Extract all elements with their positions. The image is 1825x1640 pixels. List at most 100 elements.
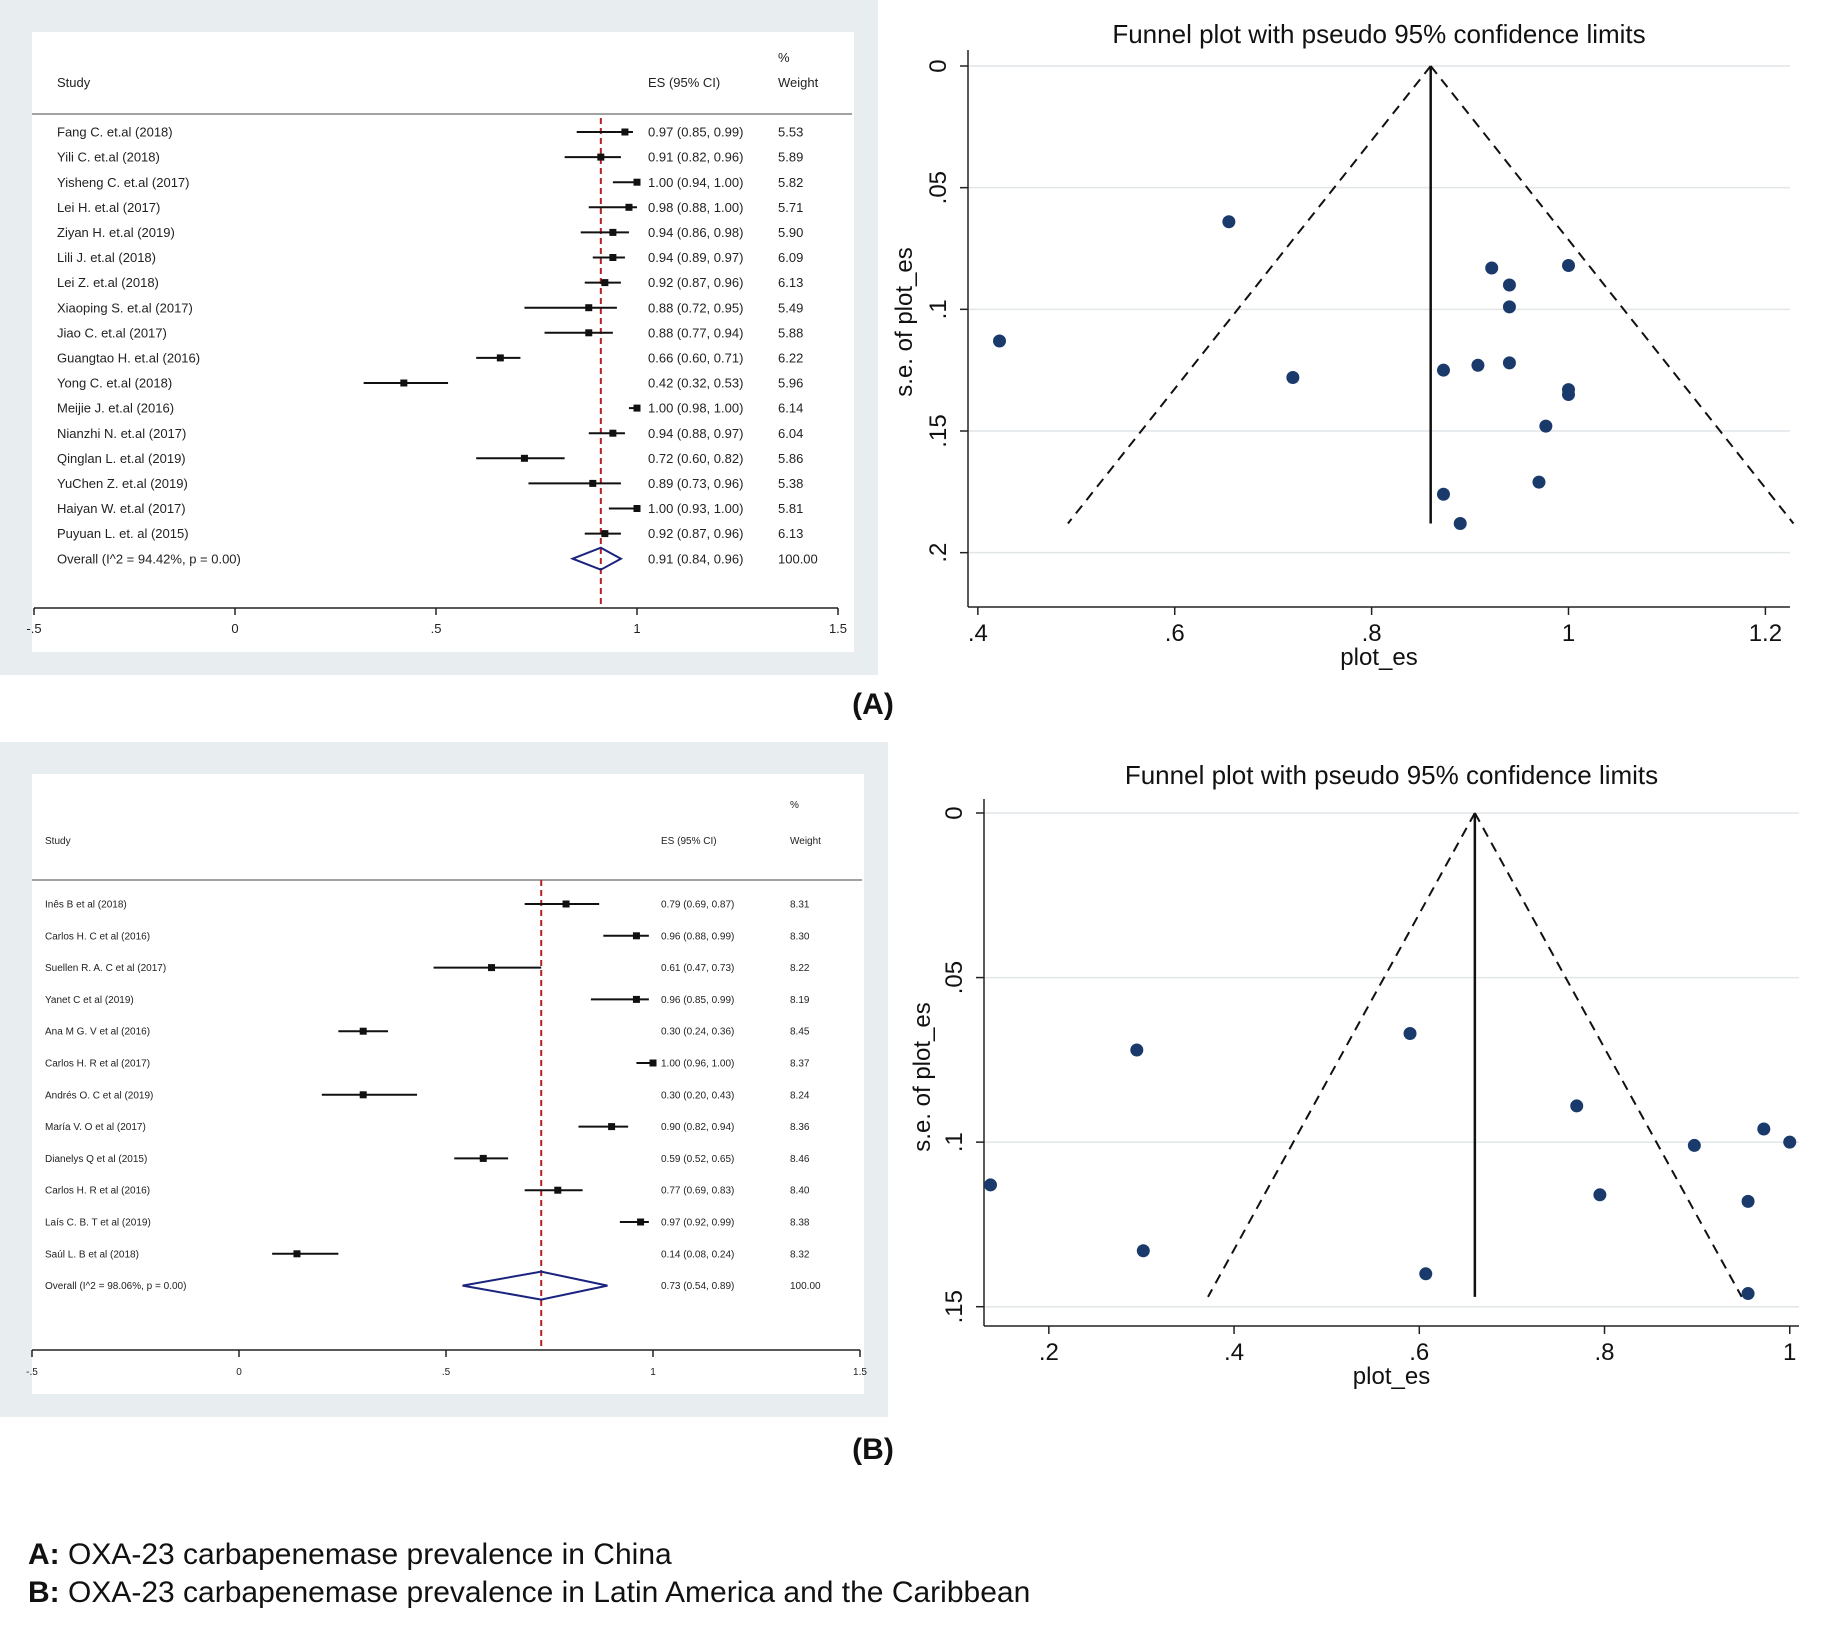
- x-axis-title: plot_es: [1353, 1363, 1430, 1390]
- x-tick-label: 1.2: [1749, 620, 1782, 647]
- y-tick-label: .15: [925, 414, 952, 447]
- y-tick-label: .1: [941, 1132, 968, 1152]
- study-point: [1436, 363, 1450, 377]
- x-tick-label: .6: [1165, 620, 1185, 647]
- x-tick-label: .4: [968, 620, 988, 647]
- point-estimate: [497, 355, 503, 361]
- point-estimate: [634, 506, 640, 511]
- weight-value: 5.49: [778, 300, 803, 315]
- x-tick-label: -.5: [26, 1367, 38, 1378]
- study-name: Lili J. et.al (2018): [57, 250, 156, 265]
- study-name: Nianzhi N. et.al (2017): [57, 426, 186, 441]
- x-tick-label: 1: [1783, 1339, 1796, 1366]
- es-ci-value: 0.91 (0.82, 0.96): [648, 150, 743, 165]
- weight-value: 8.37: [790, 1059, 810, 1070]
- x-axis-title: plot_es: [1340, 644, 1417, 671]
- y-tick-label: .05: [941, 961, 968, 994]
- point-estimate: [626, 204, 632, 210]
- y-tick-label: .15: [941, 1290, 968, 1323]
- point-estimate: [360, 1092, 366, 1098]
- x-tick-label: 1: [633, 621, 640, 636]
- point-estimate: [563, 901, 569, 907]
- x-tick-label: .5: [431, 621, 442, 636]
- y-tick-label: 0: [925, 59, 952, 72]
- point-estimate: [522, 455, 527, 461]
- x-tick-label: .6: [1409, 1339, 1429, 1366]
- upper-confidence-limit: [1429, 65, 1795, 525]
- study-point: [1222, 215, 1236, 229]
- point-estimate: [634, 179, 640, 185]
- es-ci-value: 0.92 (0.87, 0.96): [648, 275, 743, 290]
- study-name: Laís C. B. T et al (2019): [45, 1218, 151, 1229]
- weight-pct-header: %: [790, 800, 799, 811]
- x-tick-label: .2: [1039, 1339, 1059, 1366]
- x-tick-label: 1: [1562, 620, 1575, 647]
- study-name: Guangtao H. et.al (2016): [57, 350, 200, 365]
- point-estimate: [590, 481, 596, 486]
- weight-value: 6.14: [778, 401, 803, 416]
- es-ci-value: 0.92 (0.87, 0.96): [648, 526, 743, 541]
- study-point: [1570, 1099, 1584, 1113]
- es-ci-value: 0.88 (0.77, 0.94): [648, 325, 743, 340]
- study-name: Yanet C et al (2019): [45, 995, 134, 1006]
- es-ci-value: 1.00 (0.96, 1.00): [661, 1059, 734, 1070]
- point-estimate: [610, 255, 616, 260]
- study-name: Lei Z. et.al (2018): [57, 275, 159, 290]
- weight-header: Weight: [790, 836, 821, 847]
- weight-value: 6.13: [778, 275, 803, 290]
- x-tick-label: 1.5: [853, 1367, 867, 1378]
- x-tick-label: .8: [1362, 620, 1382, 647]
- study-point: [1562, 259, 1576, 273]
- x-tick-label: .4: [1224, 1339, 1244, 1366]
- funnel-plot-a: Funnel plot with pseudo 95% confidence l…: [891, 19, 1795, 671]
- es-ci-value: 0.77 (0.69, 0.83): [661, 1186, 734, 1197]
- study-name: Carlos H. R et al (2017): [45, 1059, 150, 1070]
- es-ci-value: 0.94 (0.88, 0.97): [648, 426, 743, 441]
- point-estimate: [610, 430, 616, 436]
- point-estimate: [480, 1156, 486, 1161]
- forest-plot-area-a: [32, 32, 854, 652]
- funnel-panel-a: Funnel plot with pseudo 95% confidence l…: [885, 0, 1825, 675]
- study-point: [1130, 1043, 1144, 1057]
- forest-plot-a: % Study ES (95% CI) Weight Fang C. et.al (20…: [26, 50, 852, 636]
- point-estimate: [586, 305, 592, 311]
- weight-value: 5.89: [778, 150, 803, 165]
- study-name: Andrés O. C et al (2019): [45, 1090, 153, 1101]
- es-ci-value: 0.61 (0.47, 0.73): [661, 963, 734, 974]
- weight-value: 6.13: [778, 526, 803, 541]
- overall-diamond: [569, 546, 624, 571]
- es-ci-value: 0.97 (0.92, 0.99): [661, 1218, 734, 1229]
- y-tick-label: .05: [925, 171, 952, 204]
- x-tick-label: 1.5: [829, 621, 847, 636]
- funnel-title: Funnel plot with pseudo 95% confidence l…: [1112, 19, 1645, 49]
- es-ci-header: ES (95% CI): [661, 836, 717, 847]
- study-name: Xiaoping S. et.al (2017): [57, 300, 193, 315]
- weight-pct-header: %: [778, 50, 790, 65]
- caption-b-text: OXA-23 carbapenemase prevalence in Latin…: [59, 1576, 1031, 1609]
- point-estimate: [294, 1251, 300, 1257]
- point-estimate: [650, 1060, 656, 1066]
- point-estimate: [586, 330, 592, 336]
- study-name: Lei H. et.al (2017): [57, 200, 160, 215]
- study-name: Yili C. et.al (2018): [57, 150, 160, 165]
- weight-value: 5.53: [778, 125, 803, 140]
- funnel-title: Funnel plot with pseudo 95% confidence l…: [1125, 760, 1658, 790]
- caption-b-key: B:: [28, 1576, 60, 1609]
- study-point: [1471, 358, 1485, 372]
- y-tick-label: .2: [925, 543, 952, 563]
- point-estimate: [360, 1028, 366, 1034]
- weight-value: 8.22: [790, 963, 810, 974]
- weight-value: 8.40: [790, 1186, 810, 1197]
- point-estimate: [489, 965, 494, 970]
- study-point: [1436, 487, 1450, 501]
- study-name: Yong C. et.al (2018): [57, 376, 172, 391]
- study-point: [1783, 1135, 1797, 1149]
- point-estimate: [634, 405, 640, 411]
- es-ci-value: 0.30 (0.20, 0.43): [661, 1090, 734, 1101]
- study-point: [1403, 1027, 1417, 1041]
- lower-confidence-limit: [1067, 65, 1432, 525]
- study-point: [993, 334, 1007, 348]
- es-ci-value: 0.14 (0.08, 0.24): [661, 1249, 734, 1260]
- study-name: Ziyan H. et.al (2019): [57, 225, 175, 240]
- study-point: [1741, 1287, 1755, 1301]
